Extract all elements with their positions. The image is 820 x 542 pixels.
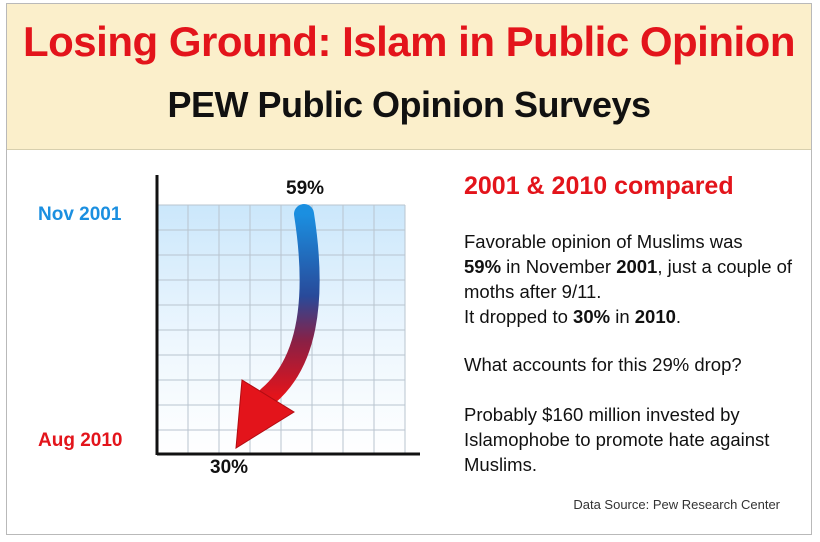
p1-bold-30: 30%	[573, 306, 611, 327]
p1-bold-2001: 2001	[616, 256, 658, 277]
comparison-title: 2001 & 2010 compared	[464, 172, 734, 200]
p1-text-2: in November	[501, 256, 617, 277]
p1-bold-59: 59%	[464, 256, 502, 277]
infographic-frame: Losing Ground: Islam in Public Opinion P…	[6, 3, 812, 535]
decline-arrow-shaft	[258, 204, 320, 406]
p1-bold-2010: 2010	[634, 306, 676, 327]
value-label-end: 30%	[210, 457, 249, 478]
p1-text-3: , just a couple of moths after 9/11.	[464, 256, 793, 302]
comparison-paragraph-3: Probably $160 million invested by Islamo…	[464, 404, 770, 475]
p1-text-4: It dropped to	[464, 306, 574, 327]
p1-text-6: .	[675, 306, 682, 327]
comparison-paragraph-1: Favorable opinion of Muslims was 59% in N…	[464, 229, 804, 329]
page-subtitle: PEW Public Opinion Surveys	[167, 84, 651, 125]
page-title: Losing Ground: Islam in Public Opinion	[23, 18, 796, 65]
p1-text-5: in	[610, 306, 635, 327]
comparison-paragraph-2: What accounts for this 29% drop?	[464, 354, 742, 375]
header-banner: Losing Ground: Islam in Public Opinion P…	[7, 4, 811, 150]
category-label-end: Aug 2010	[38, 430, 123, 451]
p1-text-1: Favorable opinion of Muslims was	[464, 231, 743, 252]
data-source: Data Source: Pew Research Center	[573, 497, 780, 512]
value-label-start: 59%	[286, 178, 325, 199]
decline-arrow-head	[235, 379, 295, 449]
category-label-start: Nov 2001	[38, 204, 122, 225]
